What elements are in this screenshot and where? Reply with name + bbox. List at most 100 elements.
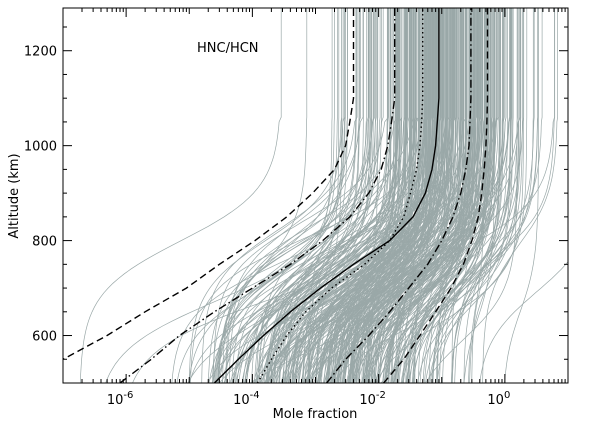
ensemble-profile-line	[311, 8, 478, 383]
ensemble-profile-line	[363, 8, 466, 383]
ensemble-profile-line	[450, 8, 503, 383]
x-tick-label: 10-2	[359, 390, 386, 408]
ensemble-profile-line	[424, 8, 539, 383]
ensemble-profile-line	[259, 8, 369, 383]
x-tick-label: 10-6	[107, 390, 134, 408]
ensemble-profile-line	[303, 8, 381, 383]
ensemble-profile-line	[219, 8, 392, 383]
ensemble-profile-line	[236, 8, 370, 383]
ensemble-profile-line	[304, 8, 413, 383]
statistic-line-dashed	[383, 8, 489, 383]
ensemble-profile-line	[271, 8, 453, 383]
annotation-label: HNC/HCN	[197, 41, 259, 56]
ensemble-profile-line	[374, 8, 555, 383]
ensemble-profile-line	[323, 8, 432, 383]
x-tick-label: 100	[487, 390, 510, 408]
ensemble-profile-line	[309, 8, 378, 383]
ensemble-profile-line	[369, 8, 522, 383]
ensemble-profile-line	[315, 8, 453, 383]
ensemble-profile-line	[216, 8, 344, 383]
ensemble-profile-line	[303, 8, 446, 383]
ensemble-profile-line	[218, 8, 376, 383]
y-tick-label: 1200	[24, 45, 57, 60]
ensemble-profile-line	[217, 8, 348, 383]
ensemble-profile-line	[352, 8, 418, 383]
ensemble-profile-line	[325, 8, 462, 383]
ensemble-profile-line	[411, 8, 523, 383]
y-axis: 600 800 1000 1200	[24, 26, 568, 384]
ensemble-profile-line	[330, 8, 483, 383]
ensemble-profile-line	[257, 8, 417, 383]
ensemble-profile-line	[80, 8, 282, 383]
ensemble-profiles	[80, 8, 568, 383]
ensemble-profile-line	[223, 8, 401, 383]
ensemble-profile-line	[274, 8, 414, 383]
x-axis: 10-6 10-4 10-2 100	[62, 8, 566, 408]
ensemble-profile-line	[268, 8, 436, 383]
y-tick-label: 800	[32, 235, 57, 250]
ensemble-profile-line	[471, 8, 518, 383]
ensemble-profile-line	[212, 8, 400, 383]
statistic-line-solid	[213, 8, 440, 383]
ensemble-profile-line	[285, 8, 360, 383]
ensemble-profile-line	[176, 8, 338, 383]
ensemble-profile-line	[371, 8, 474, 383]
ensemble-profile-line	[335, 8, 480, 383]
ensemble-profile-line	[273, 8, 438, 383]
ensemble-profile-line	[283, 8, 490, 383]
ensemble-profile-line	[504, 8, 539, 383]
ensemble-profile-line	[374, 8, 495, 383]
statistic-line-dashed	[63, 8, 355, 361]
ensemble-profile-line	[253, 8, 433, 383]
ensemble-profile-line	[132, 8, 415, 383]
ensemble-profile-line	[332, 8, 411, 383]
ensemble-profile-line	[190, 8, 424, 383]
ensemble-profile-line	[105, 8, 335, 383]
ensemble-profile-line	[216, 8, 348, 383]
ensemble-profile-line	[454, 8, 511, 383]
statistic-line-dotted	[256, 8, 424, 383]
ensemble-profile-line	[412, 8, 491, 383]
ensemble-profile-line	[269, 8, 407, 383]
ensemble-profile-line	[400, 8, 534, 383]
ensemble-profile-line	[374, 8, 485, 383]
ensemble-profile-line	[469, 8, 520, 383]
ensemble-profile-line	[285, 8, 438, 383]
y-tick-label: 600	[32, 330, 57, 345]
ensemble-profile-line	[254, 8, 357, 383]
ensemble-profile-line	[347, 8, 500, 383]
ensemble-profile-line	[362, 8, 468, 383]
ensemble-profile-line	[367, 8, 504, 383]
ensemble-profile-line	[451, 8, 535, 383]
ensemble-profile-line	[442, 8, 543, 383]
ensemble-profile-line	[278, 8, 357, 383]
ensemble-profile-line	[326, 8, 428, 383]
ensemble-profile-line	[188, 8, 346, 383]
ensemble-profile-line	[208, 8, 333, 383]
y-axis-title: Altitude (km)	[7, 153, 22, 238]
ensemble-profile-line	[319, 8, 467, 383]
y-tick-label: 1000	[24, 140, 57, 155]
ensemble-profile-line	[214, 8, 368, 383]
ensemble-profile-line	[201, 8, 358, 383]
ensemble-profile-line	[479, 261, 568, 383]
ensemble-profile-line	[436, 8, 514, 383]
ensemble-profile-line	[348, 8, 484, 383]
ensemble-profile-line	[463, 8, 495, 383]
ensemble-profile-line	[271, 8, 422, 383]
statistics-lines	[63, 8, 489, 383]
ensemble-profile-line	[363, 8, 488, 383]
x-axis-title: Mole fraction	[273, 407, 358, 422]
ensemble-profile-line	[482, 8, 558, 383]
ensemble-profile-line	[406, 8, 489, 383]
ensemble-profile-line	[338, 8, 450, 383]
ensemble-profile-line	[285, 8, 410, 383]
ensemble-profile-line	[307, 8, 449, 383]
ensemble-profile-line	[189, 8, 389, 383]
statistic-line-dash-dot	[119, 8, 396, 383]
ensemble-profile-line	[207, 8, 384, 383]
ensemble-profile-line	[409, 8, 464, 383]
ensemble-profile-line	[428, 8, 501, 383]
ensemble-profile-line	[391, 8, 521, 383]
